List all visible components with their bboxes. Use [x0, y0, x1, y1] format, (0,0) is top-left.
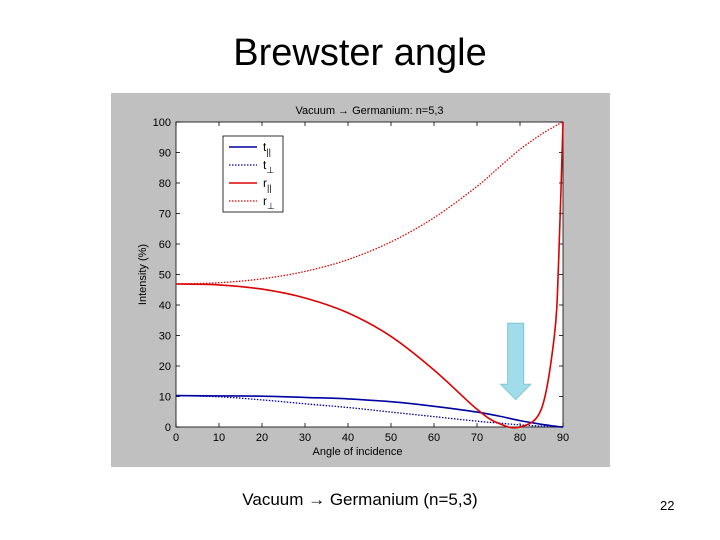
- y-tick-label: 40: [159, 300, 171, 312]
- series-line-0: [175, 394, 564, 428]
- slide-caption: Vacuum → Germanium (n=5,3): [242, 490, 478, 509]
- x-axis-label: Angle of incidence: [313, 446, 403, 458]
- series-line-2: [175, 121, 564, 429]
- y-tick-label: 100: [153, 117, 171, 129]
- brewster-arrow-icon: [499, 322, 532, 401]
- y-tick-label: 20: [159, 361, 171, 373]
- y-tick-label: 80: [159, 178, 171, 190]
- x-tick-label: 0: [173, 432, 179, 444]
- x-tick-label: 80: [514, 432, 526, 444]
- legend-label-0: t||: [263, 140, 271, 157]
- x-tick-label: 40: [342, 432, 354, 444]
- page-number: 22: [660, 498, 675, 513]
- x-tick-label: 20: [256, 432, 268, 444]
- chart-title: Vacuum → Germanium: n=5,3: [295, 105, 443, 117]
- y-tick-label: 90: [159, 148, 171, 160]
- legend-label-3: r⊥: [263, 194, 275, 211]
- x-tick-label: 50: [385, 432, 397, 444]
- x-tick-label: 90: [557, 432, 569, 444]
- y-tick-label: 50: [159, 270, 171, 282]
- legend-label-2: r||: [263, 176, 272, 193]
- y-tick-label: 10: [159, 392, 171, 404]
- legend-label-1: t⊥: [263, 158, 274, 175]
- x-tick-label: 10: [213, 432, 225, 444]
- y-tick-label: 0: [165, 422, 171, 434]
- series-line-1: [175, 394, 564, 428]
- x-tick-label: 70: [471, 432, 483, 444]
- y-tick-label: 60: [159, 239, 171, 251]
- figure-panel: Vacuum → Germanium: n=5,3 0 10 20 30 40 50 60 70…: [111, 93, 610, 467]
- slide-title: Brewster angle: [233, 32, 487, 74]
- chart: Vacuum → Germanium: n=5,3 0 10 20 30 40 50 60 70…: [137, 105, 569, 458]
- y-axis-label: Intensity (%): [137, 244, 149, 305]
- x-tick-label: 30: [299, 432, 311, 444]
- legend-box: [222, 135, 284, 213]
- x-tick-label: 60: [428, 432, 440, 444]
- series-line-3: [175, 121, 564, 285]
- y-tick-label: 70: [159, 209, 171, 221]
- y-tick-label: 30: [159, 331, 171, 343]
